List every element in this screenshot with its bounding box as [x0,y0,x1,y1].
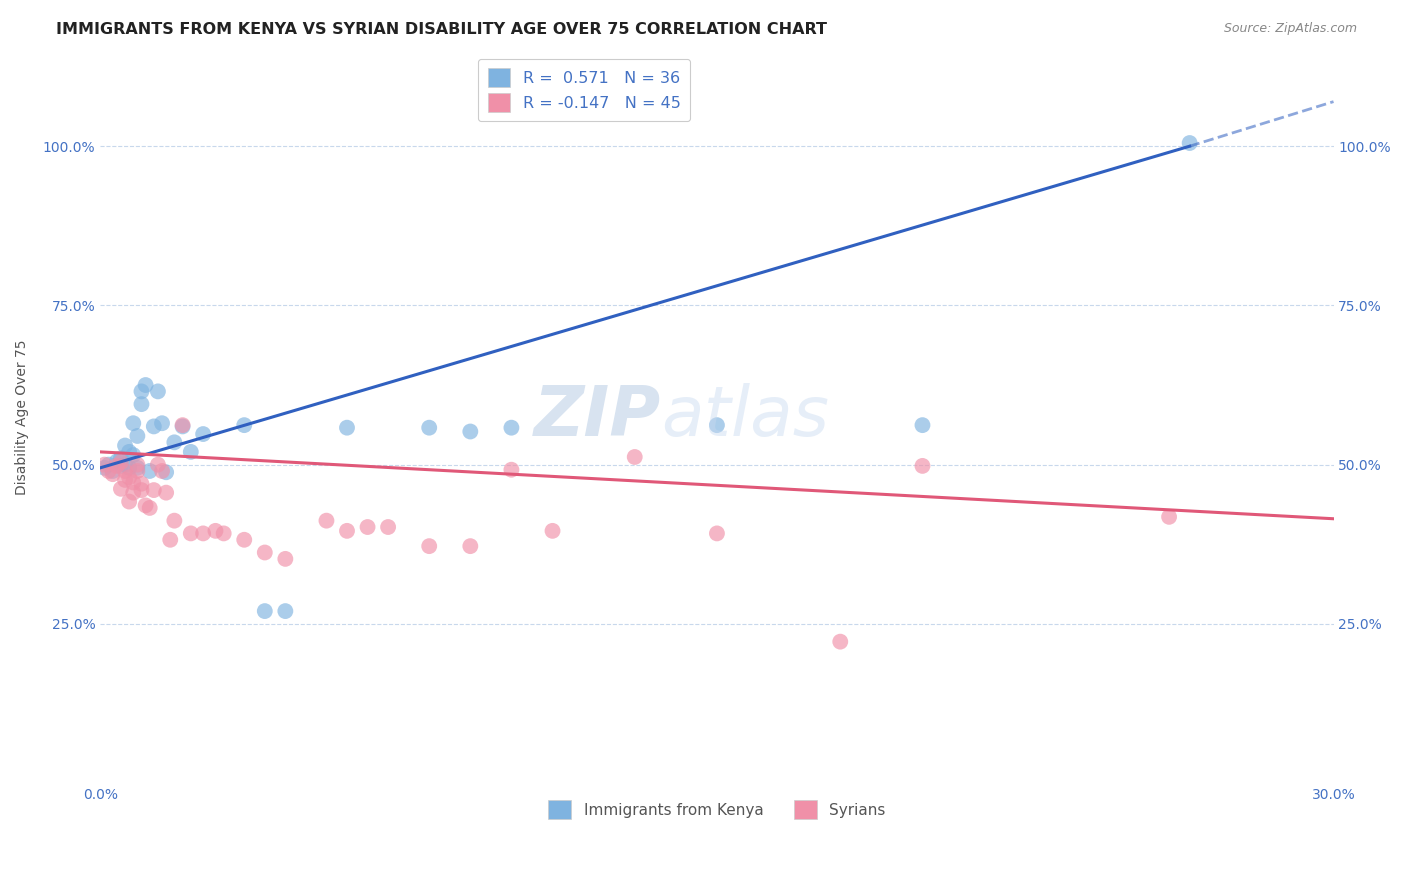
Point [233,418,256,433]
Point [131,476,153,491]
Point [191,427,214,442]
Point [274,552,297,566]
Point [706,418,728,433]
Point [122,475,145,490]
Point [155,465,177,479]
Point [356,520,378,534]
Text: atlas: atlas [661,384,830,450]
Point [146,458,169,472]
Point [163,435,186,450]
Point [1159,509,1181,524]
Point [315,514,337,528]
Point [105,458,128,473]
Point [336,420,359,434]
Point [253,545,276,559]
Point [118,460,141,475]
Point [138,500,160,515]
Point [150,464,173,478]
Point [191,526,214,541]
Point [142,483,165,497]
Text: Source: ZipAtlas.com: Source: ZipAtlas.com [1223,22,1357,36]
Point [418,420,440,434]
Point [460,425,482,439]
Point [127,458,149,472]
Point [110,482,132,496]
Point [101,467,124,482]
Point [336,524,359,538]
Point [122,448,145,462]
Point [460,539,482,553]
Point [163,514,186,528]
Point [706,526,728,541]
Point [180,526,202,541]
Text: ZIP: ZIP [534,384,661,450]
Point [97,464,120,478]
Point [541,524,564,538]
Point [172,419,194,434]
Point [204,524,226,538]
Point [127,460,149,475]
Point [131,384,153,399]
Point [118,445,141,459]
Point [131,397,153,411]
Point [110,458,132,473]
Point [212,526,235,541]
Point [155,485,177,500]
Y-axis label: Disability Age Over 75: Disability Age Over 75 [15,339,30,494]
Point [122,485,145,500]
Point [110,451,132,466]
Point [911,458,934,473]
Point [101,464,124,478]
Point [377,520,399,534]
Point [830,634,852,648]
Point [253,604,276,618]
Point [172,418,194,433]
Point [114,473,136,487]
Point [122,416,145,430]
Point [159,533,181,547]
Point [911,418,934,433]
Text: IMMIGRANTS FROM KENYA VS SYRIAN DISABILITY AGE OVER 75 CORRELATION CHART: IMMIGRANTS FROM KENYA VS SYRIAN DISABILI… [56,22,827,37]
Point [118,470,141,484]
Point [274,604,297,618]
Legend: Immigrants from Kenya, Syrians: Immigrants from Kenya, Syrians [541,793,893,827]
Point [135,499,157,513]
Point [97,458,120,472]
Point [418,539,440,553]
Point [1178,136,1201,150]
Point [114,458,136,472]
Point [623,450,645,464]
Point [146,384,169,399]
Point [142,419,165,434]
Point [501,420,523,434]
Point [501,463,523,477]
Point [93,458,115,472]
Point [180,445,202,459]
Point [138,464,160,478]
Point [127,429,149,443]
Point [150,416,173,430]
Point [118,494,141,508]
Point [135,378,157,392]
Point [131,483,153,497]
Point [114,464,136,478]
Point [127,464,149,478]
Point [114,438,136,452]
Point [93,460,115,475]
Point [110,455,132,469]
Point [105,454,128,468]
Point [233,533,256,547]
